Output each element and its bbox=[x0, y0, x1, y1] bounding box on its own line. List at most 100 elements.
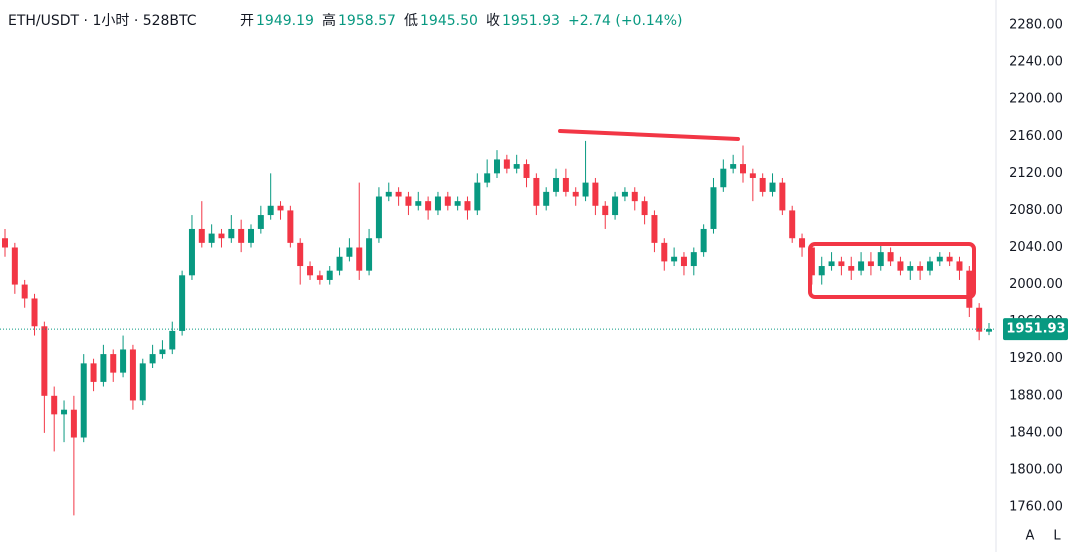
candle-body bbox=[799, 238, 806, 248]
candle-body bbox=[936, 256, 943, 262]
candle-body bbox=[444, 196, 451, 206]
y-tick-label: 2240.00 bbox=[1009, 55, 1063, 70]
candle-body bbox=[188, 228, 195, 276]
candle-body bbox=[818, 266, 825, 276]
candle-body bbox=[956, 261, 963, 271]
candle-body bbox=[946, 256, 953, 262]
candle-body bbox=[139, 363, 146, 401]
candle-body bbox=[238, 228, 245, 243]
candle-body bbox=[31, 298, 38, 327]
candle-body bbox=[464, 201, 471, 211]
candle-body bbox=[848, 266, 855, 271]
high-value: 1958.57 bbox=[338, 13, 396, 29]
change: +2.74 (+0.14%) bbox=[568, 13, 682, 29]
high-label: 高 bbox=[322, 12, 336, 29]
candle-body bbox=[582, 182, 589, 197]
candle-body bbox=[454, 201, 461, 206]
candle-body bbox=[434, 196, 441, 211]
last-price-label: 1951.93 bbox=[1006, 322, 1065, 337]
candle-body bbox=[562, 177, 569, 192]
candle-body bbox=[917, 266, 924, 271]
candle-body bbox=[631, 191, 638, 202]
candle-body bbox=[366, 238, 373, 271]
candle-body bbox=[90, 363, 97, 382]
candle-body bbox=[159, 349, 166, 355]
candle-body bbox=[61, 409, 68, 415]
candle-body bbox=[789, 210, 796, 239]
candle-body bbox=[297, 242, 304, 267]
candle-body bbox=[966, 270, 973, 308]
candle-body bbox=[484, 173, 491, 183]
candle-body bbox=[336, 256, 343, 271]
candle-body bbox=[277, 205, 284, 211]
open-value: 1949.19 bbox=[256, 13, 314, 29]
candle-body bbox=[592, 182, 599, 206]
y-tick-label: 2040.00 bbox=[1009, 240, 1063, 255]
candle-body bbox=[730, 164, 737, 169]
symbol: ETH/USDT · 1小时 · 528BTC bbox=[8, 13, 197, 29]
candle-body bbox=[2, 238, 8, 248]
y-tick-label: 1880.00 bbox=[1009, 388, 1063, 403]
candle-body bbox=[553, 177, 560, 192]
candle-body bbox=[887, 252, 894, 262]
last-price-tag bbox=[1003, 318, 1068, 341]
close-label: 收 bbox=[486, 13, 500, 29]
candle-body bbox=[926, 261, 933, 271]
candle-body bbox=[986, 329, 992, 332]
y-tick-label: 2120.00 bbox=[1009, 166, 1063, 181]
candle-body bbox=[877, 252, 884, 267]
candle-body bbox=[828, 261, 835, 267]
candle-body bbox=[21, 284, 28, 299]
scale-button[interactable]: A bbox=[1026, 529, 1035, 544]
plot bbox=[0, 140, 996, 516]
candle-body bbox=[415, 201, 422, 206]
candle-body bbox=[779, 182, 786, 211]
candle-body bbox=[218, 233, 225, 239]
y-tick-label: 2080.00 bbox=[1009, 203, 1063, 218]
y-tick-label: 1800.00 bbox=[1009, 462, 1063, 477]
candle-body bbox=[287, 210, 294, 243]
candle-body bbox=[198, 228, 205, 243]
candle-body bbox=[11, 247, 18, 285]
candle-body bbox=[51, 395, 58, 415]
candle-body bbox=[70, 409, 77, 438]
candle-body bbox=[897, 261, 904, 271]
candle-body bbox=[740, 164, 746, 174]
candle-body bbox=[110, 354, 117, 373]
candle-body bbox=[257, 215, 264, 229]
y-tick-label: 1840.00 bbox=[1009, 425, 1063, 440]
y-tick-label: 2000.00 bbox=[1009, 277, 1063, 292]
candle-body bbox=[661, 242, 668, 262]
candle-body bbox=[41, 326, 48, 396]
scale-button[interactable]: L bbox=[1053, 529, 1061, 544]
candle-body bbox=[858, 261, 865, 271]
candle-body bbox=[228, 228, 235, 239]
candle-body bbox=[307, 266, 314, 276]
y-tick-label: 2160.00 bbox=[1009, 129, 1063, 144]
candle-body bbox=[867, 261, 874, 267]
candle-body bbox=[385, 191, 392, 197]
low-value: 1945.50 bbox=[420, 13, 478, 29]
candle-body bbox=[80, 363, 87, 438]
candle-body bbox=[375, 196, 382, 239]
candle-body bbox=[533, 177, 540, 206]
candle-body bbox=[720, 168, 727, 188]
candle-body bbox=[621, 191, 628, 197]
candle-body bbox=[700, 228, 707, 253]
candle-body bbox=[690, 252, 697, 267]
candle-body bbox=[602, 205, 609, 216]
candle-body bbox=[907, 266, 914, 271]
candle-body bbox=[149, 354, 156, 364]
y-tick-label: 1760.00 bbox=[1009, 500, 1063, 515]
candle-body bbox=[749, 173, 756, 178]
close-value: 1951.93 bbox=[502, 13, 560, 29]
candle-body bbox=[503, 159, 510, 169]
candle-body bbox=[326, 270, 333, 280]
candle-body bbox=[572, 191, 579, 197]
candle-body bbox=[316, 275, 323, 280]
candle-body bbox=[759, 177, 766, 192]
candle-body bbox=[513, 164, 520, 169]
candle-body bbox=[267, 205, 274, 216]
